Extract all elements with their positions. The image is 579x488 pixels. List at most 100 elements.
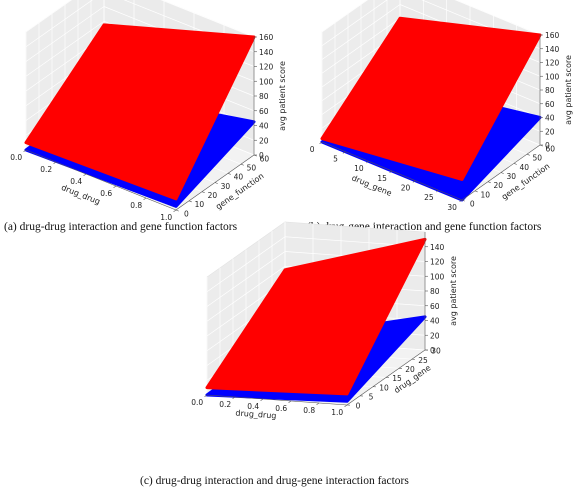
z-tick-label: 120 (545, 59, 560, 68)
y-tick-label: 60 (260, 154, 270, 163)
grid-line (321, 17, 401, 74)
x-tick-label: 10 (354, 164, 364, 173)
grid-line (321, 4, 401, 60)
grid-line (206, 265, 286, 322)
y-tick-label: 20 (208, 191, 218, 200)
x-tick-mark (173, 209, 177, 212)
z-axis-label: avg patient score (564, 55, 573, 125)
y-tick-label: 30 (431, 347, 441, 356)
chart-panel-2: 0.0 0.2 0.4 0.6 0.8 1.00510152025300204060801… (140, 221, 458, 487)
x-tick-label: 20 (401, 184, 411, 193)
x-axis-label: drug_drug (235, 409, 277, 421)
grid-line (25, 6, 105, 62)
y-tick-label: 40 (520, 163, 530, 172)
z-tick-label: 140 (430, 243, 445, 252)
y-tick-mark (214, 182, 218, 184)
z-tick-label: 160 (259, 33, 274, 42)
z-tick-label: 120 (430, 258, 445, 267)
z-tick-label: 0 (259, 151, 264, 160)
x-tick-mark (342, 151, 346, 154)
x-tick-mark (23, 149, 27, 152)
z-tick-label: 100 (545, 72, 560, 81)
x-tick-label: 0.0 (191, 398, 203, 407)
x-tick-label: 0.6 (275, 404, 287, 413)
x-tick-label: 0.6 (100, 189, 112, 198)
x-tick-mark (366, 161, 369, 164)
x-tick-mark (288, 400, 292, 403)
x-tick-label: 0.8 (303, 406, 315, 415)
x-tick-mark (344, 404, 348, 407)
y-tick-mark (201, 191, 205, 194)
grid-line (25, 0, 93, 48)
chart-panel-0: 0.00.20.40.60.81.0 0102030405060020406080… (4, 0, 287, 233)
y-tick-label: 0 (184, 209, 189, 218)
y-tick-mark (474, 190, 478, 193)
x-tick-label: 0.2 (219, 400, 231, 409)
z-tick-label: 40 (430, 317, 440, 326)
z-axis-label: avg patient score (449, 256, 458, 326)
x-axis-line (206, 394, 348, 406)
z-tick-label: 60 (430, 302, 440, 311)
y-tick-label: 50 (533, 154, 543, 163)
y-tick-mark (526, 153, 530, 156)
z-tick-label: 100 (430, 272, 445, 281)
x-axis-label: drug_drug (60, 183, 101, 207)
x-tick-label: 0.4 (70, 177, 82, 186)
y-tick-mark (240, 163, 244, 166)
grid-line (160, 0, 255, 38)
x-tick-label: 1.0 (160, 213, 172, 222)
z-axis-label: avg patient score (278, 61, 287, 131)
y-tick-label: 20 (405, 365, 415, 374)
x-tick-mark (113, 185, 117, 188)
x-tick-label: 0.2 (40, 165, 52, 174)
grid-line (321, 0, 388, 47)
y-tick-label: 15 (392, 374, 402, 383)
grid-line (321, 0, 368, 33)
z-tick-label: 0 (430, 346, 435, 355)
x-tick-mark (232, 396, 236, 399)
figure-caption: (a) drug-drug interaction and gene funct… (4, 221, 238, 233)
z-tick-label: 80 (545, 86, 555, 95)
x-tick-label: 15 (377, 174, 387, 183)
y-tick-mark (461, 199, 465, 202)
grid-line (206, 236, 286, 293)
y-tick-mark (227, 173, 231, 175)
y-tick-label: 5 (369, 392, 374, 401)
z-tick-label: 60 (545, 100, 555, 109)
y-tick-mark (513, 163, 517, 165)
y-tick-label: 50 (247, 164, 257, 173)
y-tick-label: 10 (195, 200, 205, 209)
z-tick-label: 40 (545, 114, 555, 123)
y-tick-label: 10 (481, 190, 491, 199)
x-tick-label: 5 (333, 155, 338, 164)
z-tick-label: 120 (259, 63, 274, 72)
x-tick-label: 25 (424, 193, 434, 202)
x-tick-label: 0.4 (247, 402, 259, 411)
y-tick-label: 40 (234, 173, 244, 182)
z-tick-label: 20 (259, 136, 269, 145)
y-tick-label: 20 (494, 181, 504, 190)
y-tick-label: 10 (379, 383, 389, 392)
grid-line (206, 251, 286, 307)
figure-caption: (c) drug-drug interaction and drug-gene … (140, 475, 409, 487)
y-tick-mark (188, 200, 192, 203)
x-tick-mark (143, 197, 147, 200)
z-tick-label: 60 (259, 107, 269, 116)
z-tick-label: 160 (545, 31, 560, 40)
x-tick-label: 1.0 (331, 408, 343, 417)
y-tick-mark (487, 181, 491, 184)
y-tick-mark (500, 172, 504, 174)
z-tick-label: 80 (430, 287, 440, 296)
z-tick-label: 100 (259, 77, 274, 86)
x-tick-label: 0.8 (130, 201, 142, 210)
y-tick-label: 0 (470, 199, 475, 208)
x-tick-mark (319, 141, 323, 144)
y-tick-mark (175, 209, 179, 212)
y-tick-label: 30 (507, 172, 517, 181)
x-tick-label: 30 (447, 203, 457, 212)
z-tick-label: 140 (545, 45, 560, 54)
y-tick-label: 60 (546, 144, 556, 153)
z-tick-label: 20 (430, 331, 440, 340)
z-tick-label: 40 (259, 122, 269, 131)
